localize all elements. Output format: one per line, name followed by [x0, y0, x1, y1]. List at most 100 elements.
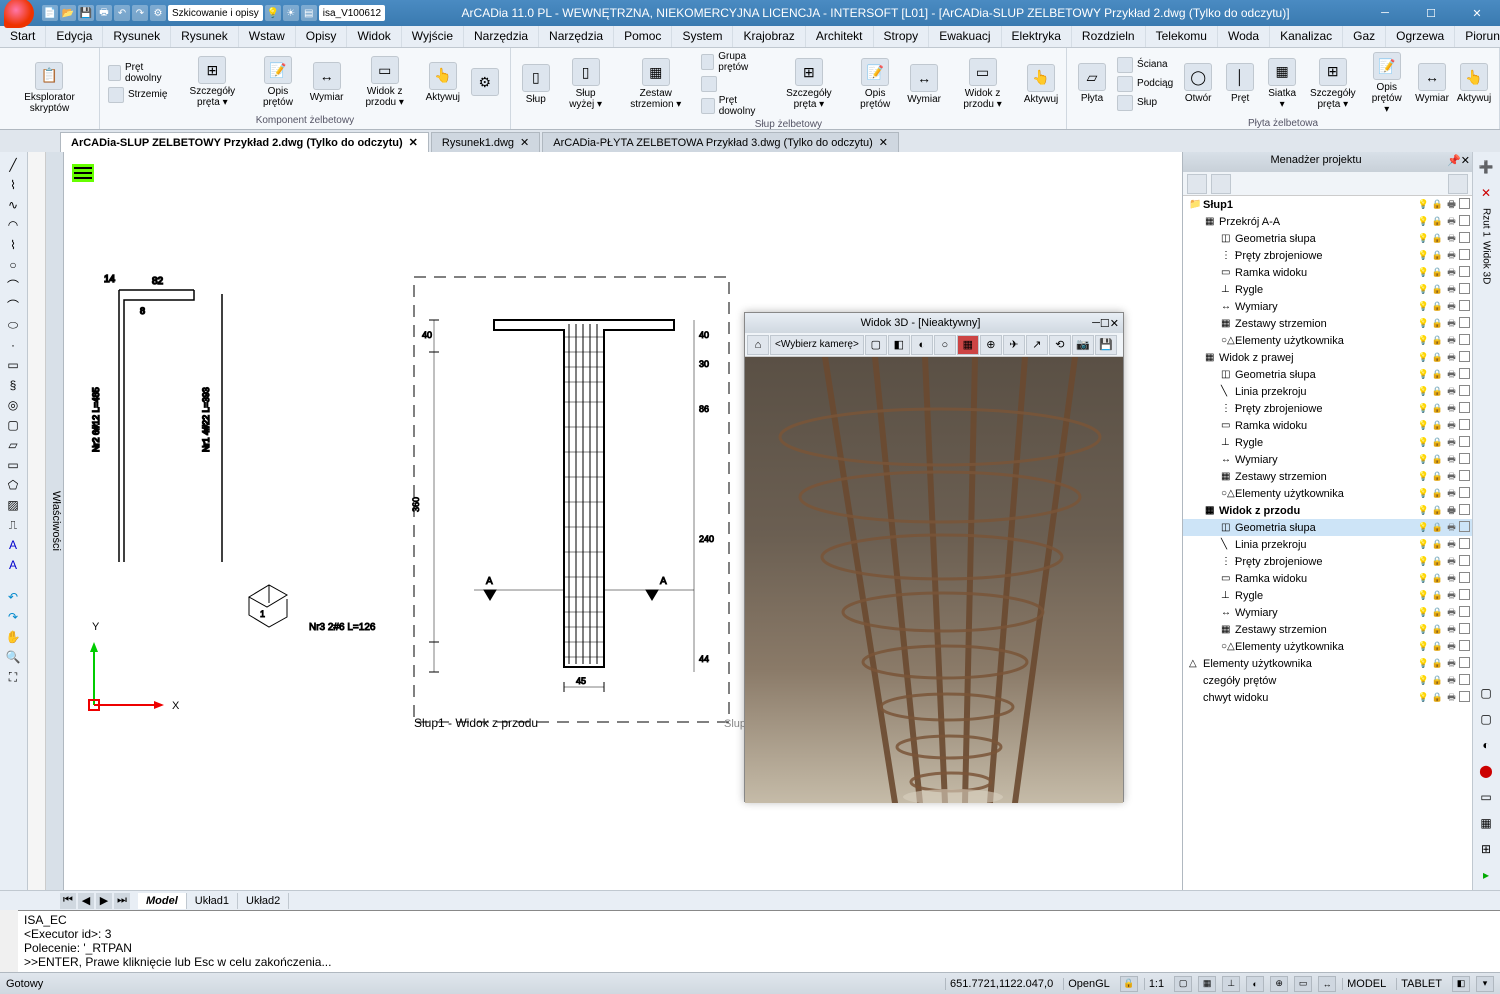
status-model[interactable]: MODEL: [1342, 978, 1390, 990]
color-box-icon[interactable]: [1459, 640, 1470, 651]
print-icon[interactable]: 🖶: [1445, 334, 1458, 347]
color-box-icon[interactable]: [1459, 521, 1470, 532]
tree-row[interactable]: ⋮⋮Pręty zbrojeniowe💡🔒🖶: [1183, 400, 1472, 417]
visibility-icon[interactable]: 💡: [1417, 691, 1430, 704]
qat-new-icon[interactable]: 📄: [42, 5, 58, 21]
print-icon[interactable]: 🖶: [1445, 232, 1458, 245]
project-tb2-icon[interactable]: [1211, 174, 1231, 194]
tab-next-icon[interactable]: ▶: [96, 893, 112, 909]
menu-rysunek[interactable]: Rysunek: [171, 26, 239, 47]
print-icon[interactable]: 🖶: [1445, 470, 1458, 483]
lock-icon[interactable]: 🔒: [1431, 198, 1444, 211]
color-box-icon[interactable]: [1459, 538, 1470, 549]
bar-details2-button[interactable]: ⊞Szczegóły pręta ▾: [773, 56, 846, 112]
project-close-icon[interactable]: ✕: [1461, 154, 1470, 170]
print-icon[interactable]: 🖶: [1445, 691, 1458, 704]
visibility-icon[interactable]: 💡: [1417, 385, 1430, 398]
project-tree[interactable]: 📁Słup1💡🔒🖶▦Przekrój A-A💡🔒🖶◫Geometria słup…: [1183, 196, 1472, 890]
tree-row[interactable]: ▦Zestawy strzemion💡🔒🖶: [1183, 468, 1472, 485]
rt-add-icon[interactable]: ➕: [1475, 156, 1497, 178]
tab-prev-icon[interactable]: ◀: [78, 893, 94, 909]
print-icon[interactable]: 🖶: [1445, 589, 1458, 602]
menu-elektryka[interactable]: Elektryka: [1002, 26, 1072, 47]
color-box-icon[interactable]: [1459, 283, 1470, 294]
tree-row[interactable]: ○△Elementy użytkownika💡🔒🖶: [1183, 485, 1472, 502]
sb9-icon[interactable]: ▾: [1476, 976, 1494, 992]
print-icon[interactable]: 🖶: [1445, 351, 1458, 364]
tree-row[interactable]: ↔Wymiary💡🔒🖶: [1183, 604, 1472, 621]
visibility-icon[interactable]: 💡: [1417, 300, 1430, 313]
curve-tool-icon[interactable]: ⌒: [2, 296, 24, 314]
activate-button[interactable]: 👆Aktywuj: [424, 60, 462, 105]
redo-tool-icon[interactable]: ↷: [2, 608, 24, 626]
qat-save-icon[interactable]: 💾: [78, 5, 94, 21]
qat-print-icon[interactable]: 🖶: [96, 5, 112, 21]
visibility-icon[interactable]: 💡: [1417, 198, 1430, 211]
rt-b6-icon[interactable]: ▦: [1475, 812, 1497, 834]
bar-group-button[interactable]: Grupa prętów: [699, 50, 768, 74]
tree-row[interactable]: chwyt widoku💡🔒🖶: [1183, 689, 1472, 706]
menu-narzędzia[interactable]: Narzędzia: [539, 26, 614, 47]
rt-b2-icon[interactable]: ▢: [1475, 708, 1497, 730]
print-icon[interactable]: 🖶: [1445, 521, 1458, 534]
sb8-icon[interactable]: ◧: [1452, 976, 1470, 992]
polygon-tool-icon[interactable]: ⬠: [2, 476, 24, 494]
rt-b4-icon[interactable]: ⬤: [1475, 760, 1497, 782]
rt-b1-icon[interactable]: ▢: [1475, 682, 1497, 704]
close-button[interactable]: ✕: [1454, 0, 1500, 26]
wall-button[interactable]: Ściana: [1115, 56, 1175, 74]
donut-tool-icon[interactable]: ◎: [2, 396, 24, 414]
doc-tab[interactable]: ArCADia-SLUP ZELBETOWY Przykład 2.dwg (T…: [60, 132, 429, 152]
point-tool-icon[interactable]: ·: [2, 336, 24, 354]
zoomext-tool-icon[interactable]: ⛶: [2, 668, 24, 686]
color-box-icon[interactable]: [1459, 368, 1470, 379]
view3d-t5-icon[interactable]: ▦: [957, 335, 979, 355]
print-icon[interactable]: 🖶: [1445, 436, 1458, 449]
print-icon[interactable]: 🖶: [1445, 453, 1458, 466]
visibility-icon[interactable]: 💡: [1417, 436, 1430, 449]
bar-desc2-button[interactable]: 📝Opis prętów: [849, 56, 901, 112]
dimension-button[interactable]: ↔Wymiar: [308, 60, 346, 105]
visibility-icon[interactable]: 💡: [1417, 589, 1430, 602]
line-tool-icon[interactable]: ╱: [2, 156, 24, 174]
tree-row[interactable]: ○△Elementy użytkownika💡🔒🖶: [1183, 332, 1472, 349]
color-box-icon[interactable]: [1459, 385, 1470, 396]
tree-row[interactable]: ◫Geometria słupa💡🔒🖶: [1183, 230, 1472, 247]
lock-icon[interactable]: 🔒: [1431, 555, 1444, 568]
visibility-icon[interactable]: 💡: [1417, 419, 1430, 432]
color-box-icon[interactable]: [1459, 351, 1470, 362]
opening-button[interactable]: ◯Otwór: [1179, 61, 1217, 106]
view3d-t2-icon[interactable]: ◧: [888, 335, 910, 355]
qat-file-combo[interactable]: isa_V100612: [319, 5, 385, 21]
print-icon[interactable]: 🖶: [1445, 640, 1458, 653]
status-tablet[interactable]: TABLET: [1396, 978, 1446, 990]
view3d-t9-icon[interactable]: ⟲: [1049, 335, 1071, 355]
color-box-icon[interactable]: [1459, 198, 1470, 209]
view3d-t4-icon[interactable]: ○: [934, 335, 956, 355]
print-icon[interactable]: 🖶: [1445, 300, 1458, 313]
menu-wstaw[interactable]: Wstaw: [239, 26, 296, 47]
activate2-button[interactable]: 👆Aktywuj: [1022, 62, 1060, 107]
tree-row[interactable]: ▦Zestawy strzemion💡🔒🖶: [1183, 621, 1472, 638]
print-icon[interactable]: 🖶: [1445, 402, 1458, 415]
print-icon[interactable]: 🖶: [1445, 487, 1458, 500]
print-icon[interactable]: 🖶: [1445, 623, 1458, 636]
print-icon[interactable]: 🖶: [1445, 572, 1458, 585]
menu-pomoc[interactable]: Pomoc: [614, 26, 672, 47]
visibility-icon[interactable]: 💡: [1417, 640, 1430, 653]
pan-tool-icon[interactable]: ✋: [2, 628, 24, 646]
view3d-t1-icon[interactable]: ▢: [865, 335, 887, 355]
tab-close-icon[interactable]: ✕: [520, 136, 529, 149]
lock-icon[interactable]: 🔒: [1431, 283, 1444, 296]
beam-button[interactable]: Podciąg: [1115, 75, 1175, 93]
lock-icon[interactable]: 🔒: [1431, 691, 1444, 704]
mtext-tool-icon[interactable]: A: [2, 556, 24, 574]
tree-row[interactable]: ▦Przekrój A-A💡🔒🖶: [1183, 213, 1472, 230]
rt-tab1-icon[interactable]: Rzut 1: [1475, 208, 1497, 237]
qat-open-icon[interactable]: 📂: [60, 5, 76, 21]
color-box-icon[interactable]: [1459, 674, 1470, 685]
lock-icon[interactable]: 🔒: [1431, 351, 1444, 364]
polyline-tool-icon[interactable]: ⌇: [2, 176, 24, 194]
layout-tab-model[interactable]: Model: [138, 893, 187, 909]
drawing-canvas[interactable]: 14 82 8 Nr2 6#12 L=485 Nr1 4#22 L=393 1 …: [64, 152, 1182, 890]
